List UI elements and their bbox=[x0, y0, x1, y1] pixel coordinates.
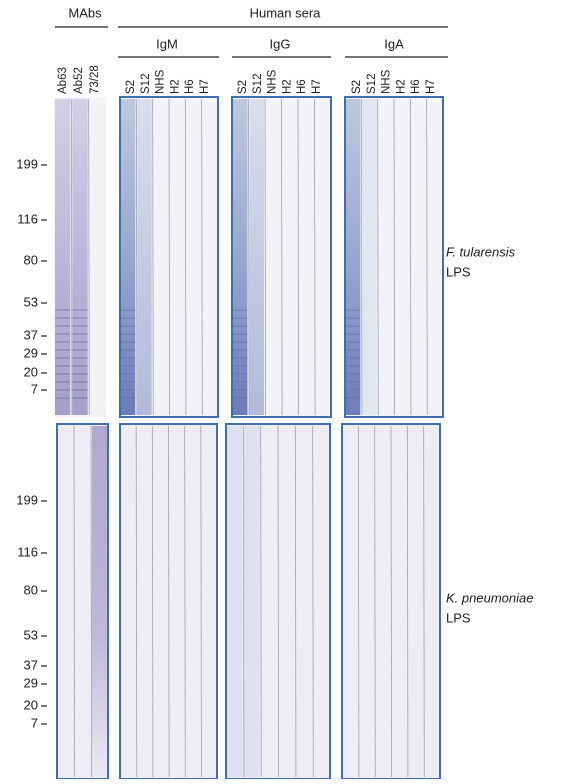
mw-marker: 53 bbox=[24, 294, 38, 309]
antigen-type: LPS bbox=[446, 610, 471, 625]
lane-label: H7 bbox=[425, 79, 437, 94]
lane-stain bbox=[250, 99, 265, 415]
isotype-header: IgM bbox=[156, 36, 178, 51]
lane-stain bbox=[92, 426, 107, 777]
blot-panel bbox=[57, 424, 108, 779]
lane-stain bbox=[121, 99, 135, 415]
lane-label: S2 bbox=[351, 80, 363, 94]
group-header: Human sera bbox=[250, 5, 322, 20]
mw-marker: 80 bbox=[24, 582, 38, 597]
isotype-header: IgA bbox=[384, 36, 404, 51]
lane-label: S2 bbox=[237, 80, 249, 94]
mw-marker: 37 bbox=[24, 657, 38, 672]
blot-panel bbox=[345, 97, 443, 417]
antigen-type: LPS bbox=[446, 264, 471, 279]
lane-stain bbox=[346, 99, 360, 415]
lane-label: NHS bbox=[267, 69, 279, 94]
mw-marker: 116 bbox=[17, 544, 38, 559]
lane-label: Ab52 bbox=[73, 67, 85, 94]
lane-stain bbox=[244, 426, 259, 777]
isotype-header: IgG bbox=[270, 36, 291, 51]
lane-label: H7 bbox=[311, 79, 323, 94]
lane-label: H7 bbox=[199, 79, 211, 94]
lane-stain bbox=[227, 426, 242, 777]
lane-stain bbox=[72, 99, 87, 415]
blot-panel bbox=[232, 97, 331, 417]
lane-label: Ab63 bbox=[57, 67, 69, 94]
lane-label: H6 bbox=[410, 79, 422, 94]
lane-label: 73/28 bbox=[89, 65, 101, 94]
mw-marker: 29 bbox=[24, 675, 38, 690]
mw-marker: 7 bbox=[31, 715, 38, 730]
figure: MAbs Human sera IgM IgG IgA F. tularensi… bbox=[0, 0, 567, 779]
mw-marker: 53 bbox=[24, 627, 38, 642]
mw-marker: 7 bbox=[31, 381, 38, 396]
group-header: MAbs bbox=[68, 5, 102, 20]
mw-marker: 199 bbox=[16, 156, 38, 171]
antigen-organism: K. pneumoniae bbox=[446, 590, 533, 605]
lane-label: H2 bbox=[169, 79, 181, 94]
lane-stain bbox=[137, 99, 151, 415]
lane-label: H2 bbox=[395, 79, 407, 94]
mw-marker: 116 bbox=[17, 211, 38, 226]
antigen-organism: F. tularensis bbox=[446, 244, 516, 259]
blot-panel bbox=[54, 97, 106, 417]
lane-label: NHS bbox=[381, 69, 393, 94]
mw-marker: 37 bbox=[24, 327, 38, 342]
mw-marker: 20 bbox=[24, 697, 38, 712]
mw-marker: 20 bbox=[24, 364, 38, 379]
lane-label: S12 bbox=[252, 74, 264, 94]
blot-panel bbox=[120, 424, 217, 779]
lane-label: S12 bbox=[140, 74, 152, 94]
mw-marker: 29 bbox=[24, 345, 38, 360]
mw-marker: 199 bbox=[16, 492, 38, 507]
lane-stain bbox=[233, 99, 248, 415]
lane-label: H6 bbox=[296, 79, 308, 94]
lane-label: S2 bbox=[125, 80, 137, 94]
lane-stain bbox=[362, 99, 376, 415]
lane-label: S12 bbox=[366, 74, 378, 94]
lane-label: H2 bbox=[281, 79, 293, 94]
lane-label: NHS bbox=[155, 69, 167, 94]
blot-panel bbox=[120, 97, 218, 417]
mw-marker: 80 bbox=[24, 252, 38, 267]
lane-label: H6 bbox=[184, 79, 196, 94]
blot-panel bbox=[226, 424, 330, 779]
lane-stain bbox=[55, 99, 70, 415]
blot-panel bbox=[342, 424, 440, 779]
